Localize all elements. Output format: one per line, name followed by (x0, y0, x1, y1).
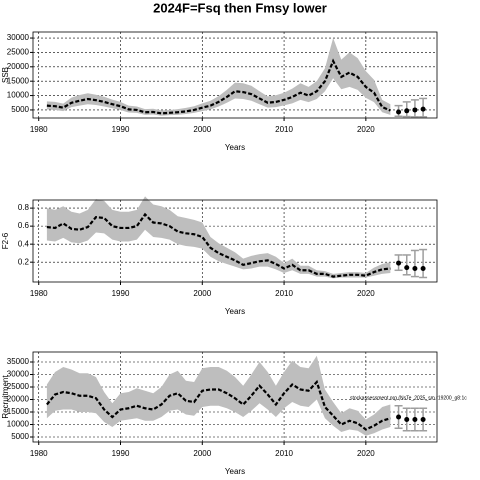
x-tick-label: 2020 (357, 449, 375, 458)
projection-point (404, 265, 410, 271)
projection-point (412, 107, 418, 113)
y-tick-label: 0.6 (18, 221, 30, 230)
x-tick-label: 2020 (357, 289, 375, 298)
projection-point (404, 108, 410, 114)
x-tick-label: 2000 (193, 449, 211, 458)
y-tick-label: 20000 (7, 395, 30, 404)
y-tick-label: 15000 (7, 76, 30, 85)
x-tick-label: 1980 (30, 449, 48, 458)
y-tick-label: 20000 (7, 62, 30, 71)
projection-point (396, 414, 402, 420)
y-tick-label: 30000 (7, 370, 30, 379)
y-axis-label: SSB (1, 67, 10, 83)
y-axis-label: Recruitment (1, 375, 10, 419)
y-tick-label: 5000 (11, 432, 29, 441)
x-tick-label: 2020 (357, 125, 375, 134)
confidence-band (46, 38, 391, 116)
median-line (46, 58, 391, 115)
projection-point (404, 417, 410, 422)
x-tick-label: 2010 (275, 289, 293, 298)
median-line (46, 379, 391, 431)
y-tick-label: 15000 (7, 407, 30, 416)
chart-title: 2024F=Fsq then Fmsy lower (153, 0, 327, 15)
projection-point (396, 109, 402, 115)
plot-frame (32, 351, 438, 443)
confidence-band (46, 355, 391, 436)
projection-point (420, 265, 426, 271)
x-tick-label: 1990 (112, 449, 130, 458)
x-axis-label: Years (225, 467, 245, 476)
projection-point (412, 265, 418, 271)
projection-point (420, 417, 426, 422)
plot-frame (32, 199, 438, 283)
projection-point (396, 260, 402, 266)
x-tick-label: 2000 (193, 289, 211, 298)
x-tick-label: 2010 (275, 449, 293, 458)
plot-frame (32, 31, 438, 119)
y-tick-label: 25000 (7, 48, 30, 57)
y-tick-label: 0.8 (18, 203, 30, 212)
x-tick-label: 2010 (275, 125, 293, 134)
x-axis-label: Years (225, 307, 245, 316)
projection-point (412, 417, 418, 422)
confidence-band (46, 196, 391, 279)
x-axis-label: Years (225, 143, 245, 152)
annotation: stockassessment.org (NsTe_2025_sm.r19200… (350, 395, 467, 401)
y-tick-label: 10000 (7, 91, 30, 100)
x-tick-label: 1980 (30, 125, 48, 134)
y-tick-label: 30000 (7, 33, 30, 42)
x-tick-label: 1990 (112, 289, 130, 298)
y-tick-label: 5000 (11, 105, 29, 114)
y-tick-label: 0.4 (18, 239, 30, 248)
x-tick-label: 1980 (30, 289, 48, 298)
median-line (46, 212, 391, 278)
y-tick-label: 0.2 (18, 257, 30, 266)
x-tick-label: 1990 (112, 125, 130, 134)
y-tick-label: 25000 (7, 382, 30, 391)
y-tick-label: 10000 (7, 420, 30, 429)
projection-point (420, 106, 426, 112)
y-tick-label: 35000 (7, 357, 30, 366)
y-axis-label: F2-6 (1, 232, 10, 249)
x-tick-label: 2000 (193, 125, 211, 134)
